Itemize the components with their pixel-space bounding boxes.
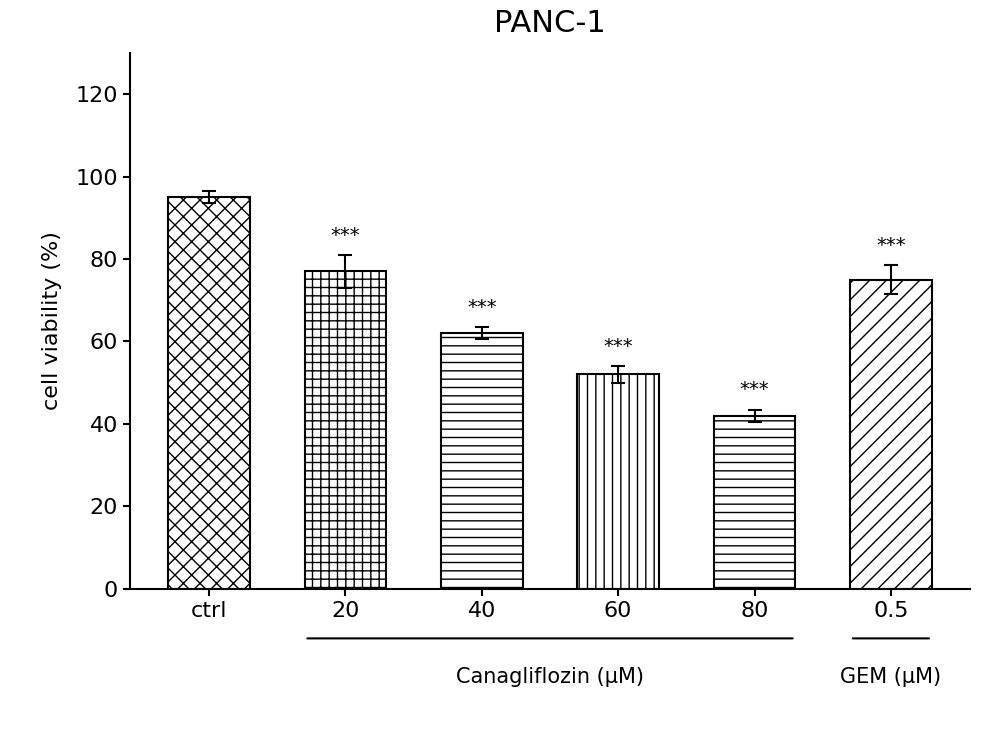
Text: GEM (μM): GEM (μM) [840,667,941,687]
Y-axis label: cell viability (%): cell viability (%) [42,232,62,410]
Bar [714,416,795,589]
Bar [441,333,523,589]
Title: PANC-1: PANC-1 [494,9,606,38]
Text: ***: *** [467,297,497,317]
Text: ***: *** [331,226,360,245]
Bar [577,374,659,589]
Text: ***: *** [740,381,769,399]
Bar [305,271,386,589]
Bar [168,197,250,589]
Text: ***: *** [876,236,906,255]
Bar [850,279,932,589]
Text: Canagliflozin (μM): Canagliflozin (μM) [456,667,644,687]
Text: ***: *** [603,337,633,356]
